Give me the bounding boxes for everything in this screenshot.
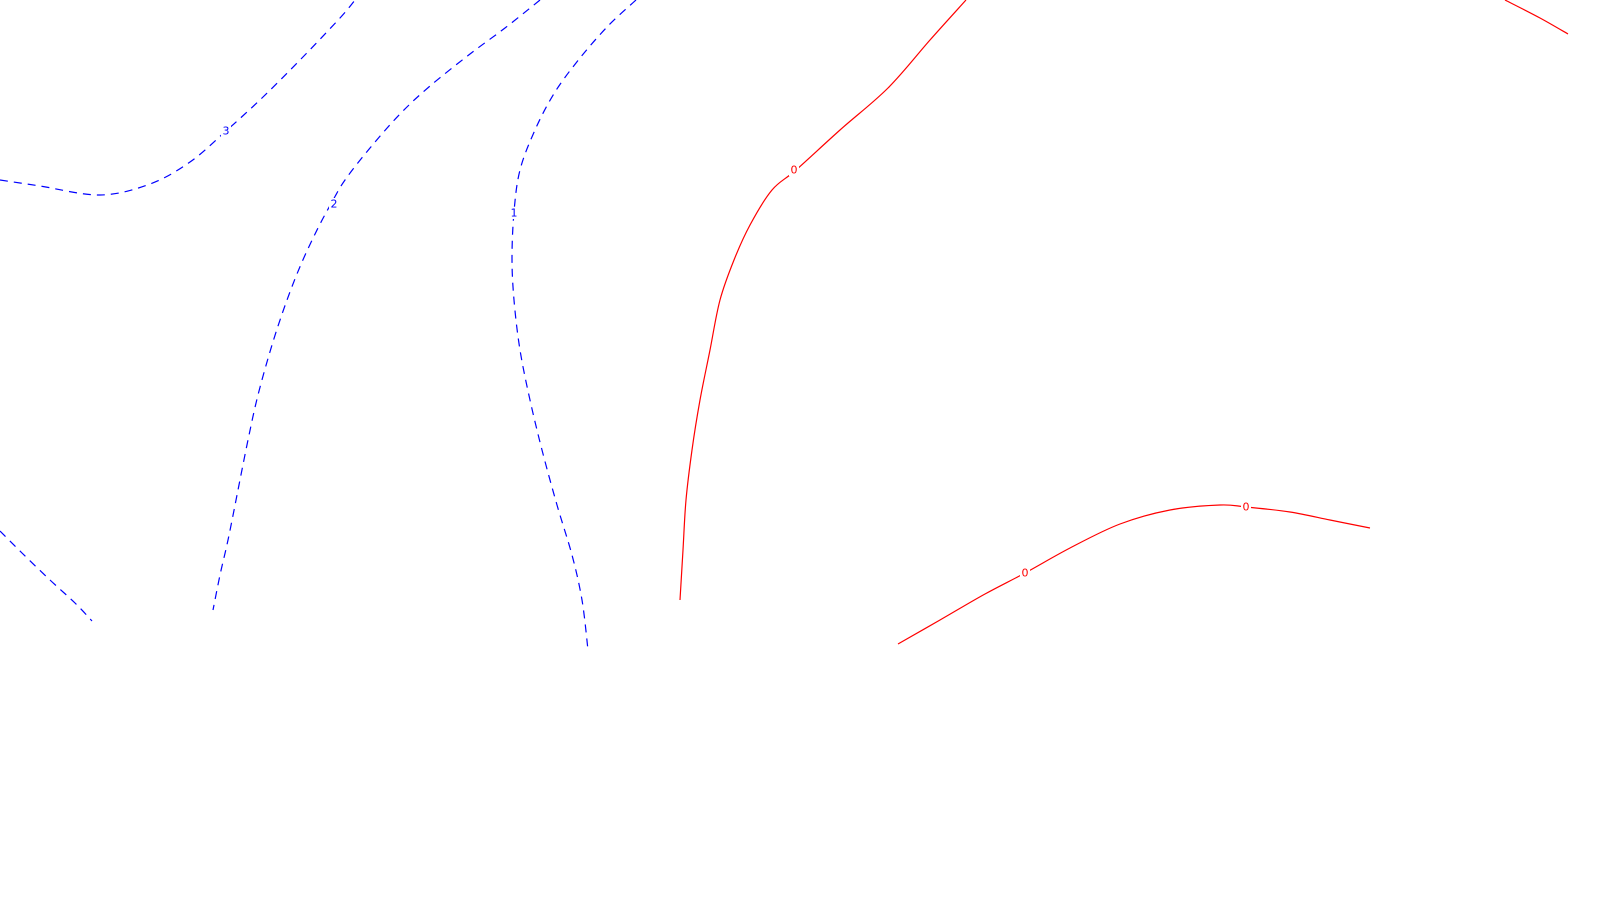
contour-label-background <box>1241 501 1251 513</box>
contour-level-3-lower <box>0 530 93 622</box>
contour-label: 3 <box>223 125 230 138</box>
contour-level-0-lower <box>897 504 1371 645</box>
contour-labels: 3 2 1 0 0 0 <box>221 125 1251 580</box>
contour-label-background <box>329 198 339 210</box>
contour-label: 2 <box>331 198 338 211</box>
contour-label-background <box>221 125 231 137</box>
contour-level-3-upper <box>0 0 356 196</box>
contour-label: 0 <box>791 164 798 177</box>
contour-label-background <box>509 207 519 219</box>
contour-level-0-upper-right <box>1504 0 1569 35</box>
contour-level-2 <box>212 0 541 611</box>
contour-label-background <box>1020 567 1030 579</box>
contour-label-background <box>789 164 799 176</box>
contour-label: 0 <box>1022 567 1029 580</box>
contour-level-1 <box>511 0 637 651</box>
contour-lines <box>0 0 1569 651</box>
contour-level-0-main <box>679 0 967 601</box>
contour-label: 1 <box>511 207 518 220</box>
contour-label: 0 <box>1243 501 1250 514</box>
